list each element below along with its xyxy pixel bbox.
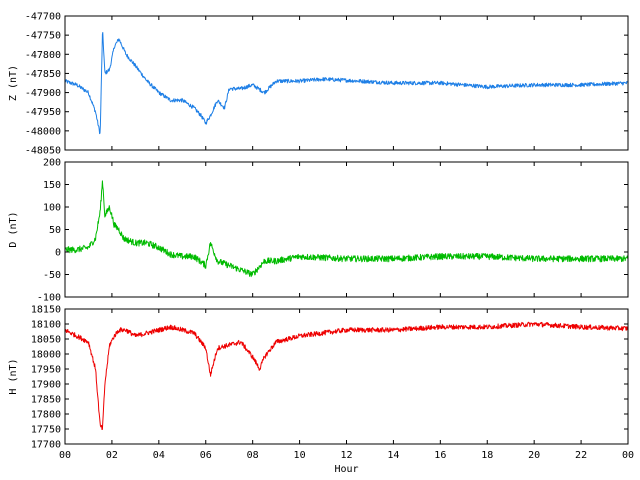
series-line-h [64,321,629,431]
y-axis-label-d: D (nT) [8,211,19,247]
y-tick-label: 18100 [31,320,61,331]
y-tick-label: -50 [43,270,61,281]
y-tick-label: 0 [55,248,61,259]
x-tick-label: 16 [434,450,446,461]
y-tick-label: -47950 [25,107,61,118]
x-tick-label: 20 [528,450,540,461]
y-axis-label-h: H (nT) [8,358,19,394]
y-tick-label: -47700 [25,12,61,23]
series-line-d [64,180,629,278]
y-tick-label: 18000 [31,350,61,361]
y-tick-label: -48000 [25,126,61,137]
x-tick-label: 00 [59,450,71,461]
y-tick-label: -47850 [25,69,61,80]
y-tick-label: 150 [43,180,61,191]
x-tick-label: 00 [622,450,634,461]
x-tick-label: 12 [340,450,352,461]
x-tick-label: 22 [575,450,587,461]
y-tick-label: 17700 [31,440,61,451]
y-tick-label: -47800 [25,50,61,61]
y-tick-label: -100 [37,293,61,304]
x-tick-label: 18 [481,450,493,461]
panel-d: 200 150 100 50 0 -50 -100 D (nT) [8,158,629,304]
x-tick-label: 14 [387,450,399,461]
y-tick-label: 18050 [31,335,61,346]
y-tick-label: 17900 [31,380,61,391]
x-axis-label: Hour [334,464,358,475]
y-tick-label: 200 [43,158,61,169]
x-tick-label: 02 [106,450,118,461]
y-tick-label: -48050 [25,146,61,157]
plot-frame-d [64,161,629,298]
y-tick-label: -47900 [25,88,61,99]
x-tick-label: 04 [153,450,165,461]
panel-z: -47700 -47750 -47800 -47850 -47900 -47950 -480… [8,12,629,157]
y-tick-label: -47750 [25,31,61,42]
x-tick-label: 08 [247,450,259,461]
panel-h: 18150 18100 18050 18000 17950 17900 17850 17800… [8,305,629,451]
y-tick-label: 18150 [31,305,61,316]
y-tick-label: 100 [43,203,61,214]
x-tick-label: 06 [200,450,212,461]
y-axis-label-z: Z (nT) [8,65,19,101]
y-tick-label: 50 [49,225,61,236]
y-tick-label: 17850 [31,395,61,406]
y-tick-label: 17800 [31,410,61,421]
y-tick-label: 17950 [31,365,61,376]
y-tick-label: 17750 [31,425,61,436]
x-tick-label: 10 [294,450,306,461]
series-line-z [64,32,629,135]
